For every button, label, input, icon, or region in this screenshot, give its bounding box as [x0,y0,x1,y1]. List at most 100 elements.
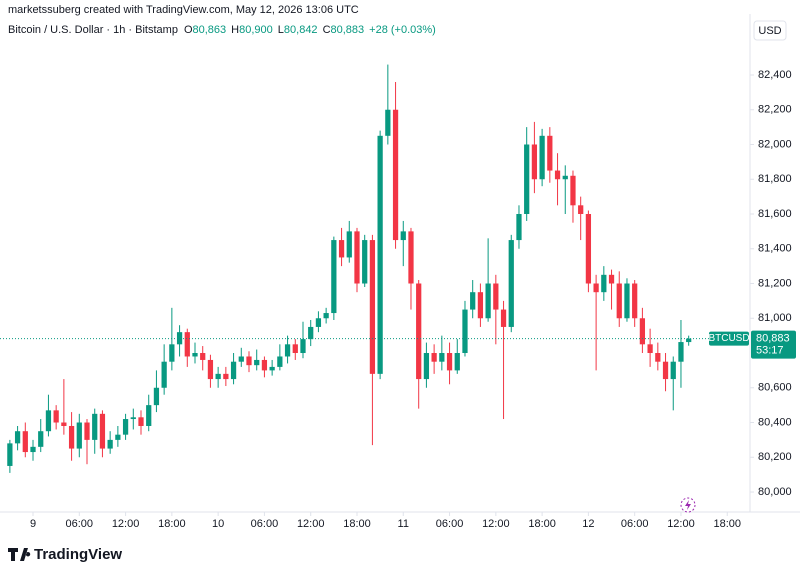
candles [7,64,692,473]
candle-body [369,240,376,374]
replay-icon[interactable] [680,497,696,513]
symbol-tag [709,331,749,346]
candle-body [53,410,59,423]
candle-body [531,144,538,180]
candle-body [207,359,214,380]
candle-body [670,361,676,380]
candle-body [477,292,484,319]
x-tick-label: 9 [30,518,36,530]
candle-body [30,446,36,453]
x-tick-label: 12 [582,518,594,530]
y-tick-label: 81,200 [758,277,792,289]
candle-body [176,332,183,345]
candle-body [554,170,561,180]
candle-body [493,283,499,310]
ohlc-key: L [278,24,284,36]
candle-body [300,339,306,354]
y-tick-label: 80,200 [758,451,792,463]
candle-body [308,326,314,340]
candle-body [61,422,67,426]
y-tick-label: 80,000 [758,486,792,498]
candle-body [215,373,221,380]
candle-body [354,231,360,284]
x-tick-label: 06:00 [66,518,94,530]
candle-body [284,344,291,357]
candle-body [593,283,599,293]
change: +28 (+0.03%) [369,24,436,36]
currency-box[interactable] [753,20,787,41]
y-tick-label: 82,400 [758,69,792,81]
candle-body [485,283,491,319]
candle-body [446,353,453,371]
x-tick-label: 06:00 [436,518,464,530]
candle-body [570,175,576,206]
candle-body [230,361,237,380]
x-tick-label: 18:00 [528,518,556,530]
ohlc-key: H [231,24,239,36]
ohlc-value: 80,842 [284,24,318,36]
candle-body [408,231,414,284]
x-tick-label: 18:00 [158,518,186,530]
candle-body [68,425,75,449]
candle-body [431,353,437,362]
candle-body [7,443,13,466]
candle-body [184,332,190,357]
candle-body [122,419,129,435]
candle-body [22,431,28,453]
candle-body [539,135,545,180]
candle-body [169,344,175,362]
candle-body [323,313,329,319]
y-tick-label: 82,200 [758,104,792,116]
candle-body [655,353,661,362]
y-tick-label: 82,000 [758,138,792,150]
candle-body [470,292,476,310]
ohlc-value: 80,900 [239,24,273,36]
candle-body [277,356,283,367]
ohlc-key: O [184,24,193,36]
candle-body [315,318,322,327]
candle-body [261,359,268,371]
candle-body [423,353,430,380]
candle-body [362,240,368,284]
candle-body [107,439,113,449]
candle-body [292,344,298,354]
candle-body [14,431,21,444]
ohlc-value: 80,883 [331,24,365,36]
candle-body [524,144,530,214]
symbol-name: Bitcoin / U.S. Dollar · 1h · Bitstamp [8,24,178,36]
candle-body [246,356,252,366]
symbol-tag-text: BTCUSD [708,333,749,344]
price-tag-value: 80,883 [756,332,790,344]
candle-body [385,109,391,136]
candle-body [439,353,445,362]
candle-body [632,283,638,319]
candle-body [639,318,646,345]
x-tick-label: 18:00 [343,518,371,530]
candle-body [400,231,406,241]
candle-body [254,359,260,366]
candle-body [269,366,275,371]
candle-body [115,434,121,440]
candle-body [678,342,684,362]
candle-body [608,274,615,284]
candle-body [578,205,584,214]
candle-body [38,431,44,447]
candle-body [161,361,167,388]
y-tick-label: 81,400 [758,243,792,255]
candle-body [238,356,244,362]
candle-body [392,109,399,241]
candle-body [647,344,653,354]
candle-body [585,213,592,284]
icon-bolt [685,500,691,510]
candle-body [562,175,568,180]
candle-body [346,231,352,258]
candle-body [153,387,160,406]
candle-body [130,417,136,420]
candle-body [76,422,82,449]
candle-body [192,353,198,357]
candle-body [331,240,337,314]
candle-body [99,413,106,449]
candle-body [416,283,422,380]
